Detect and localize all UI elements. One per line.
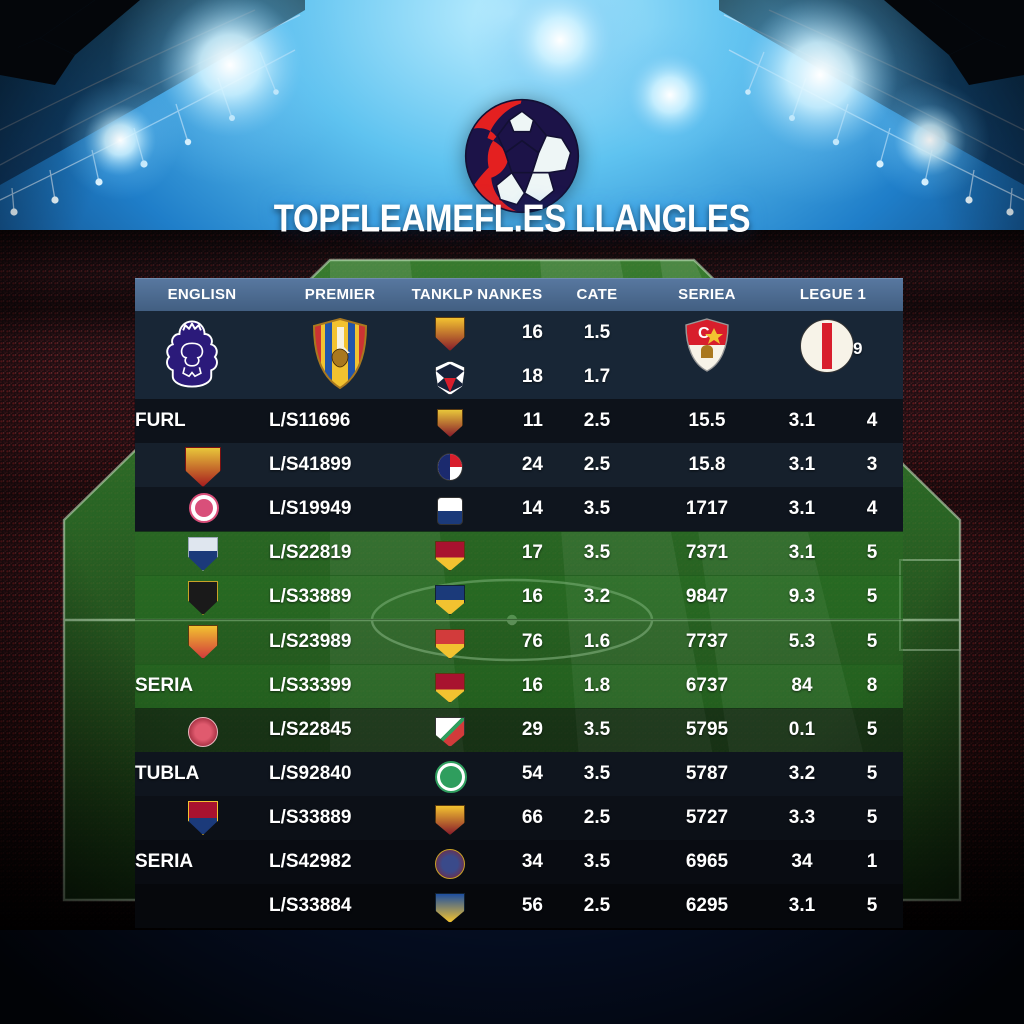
svg-text:C: C: [698, 325, 710, 342]
